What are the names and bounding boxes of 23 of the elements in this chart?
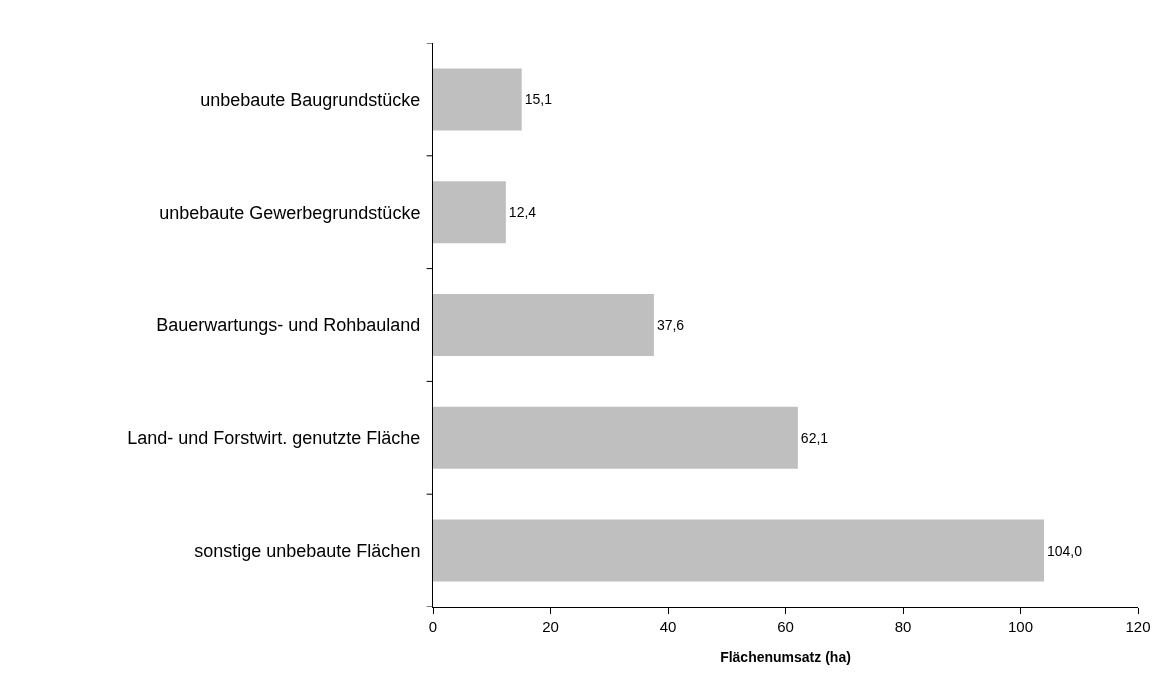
bar (433, 68, 522, 131)
data-label: 37,6 (656, 317, 685, 333)
x-tick-label: 40 (659, 618, 677, 635)
data-label: 15,1 (524, 91, 553, 108)
data-label: 104,0 (1047, 542, 1083, 559)
x-tick-label: 0 (428, 618, 438, 635)
bar (433, 293, 654, 357)
data-label: 62,1 (800, 429, 829, 446)
x-axis-title: Flächenumsatz (ha) (720, 649, 851, 666)
bar (433, 181, 506, 244)
bar (433, 519, 1044, 582)
x-tick-label: 120 (1125, 618, 1151, 635)
x-tick-label: 80 (894, 618, 912, 635)
y-tick-label: Bauerwartungs- und Rohbauland (156, 315, 421, 336)
bar (433, 406, 798, 469)
y-tick-label: sonstige unbebaute Flächen (194, 540, 421, 561)
x-tick-label: 20 (542, 618, 559, 635)
y-tick-label: unbebaute Baugrundstücke (200, 89, 421, 110)
y-tick-label: unbebaute Gewerbegrundstücke (159, 202, 421, 223)
x-tick-label: 100 (1007, 618, 1034, 635)
x-tick-label: 60 (777, 618, 794, 635)
y-tick-label: Land- und Forstwirt. genutzte Fläche (127, 428, 421, 449)
data-label: 12,4 (508, 204, 537, 221)
